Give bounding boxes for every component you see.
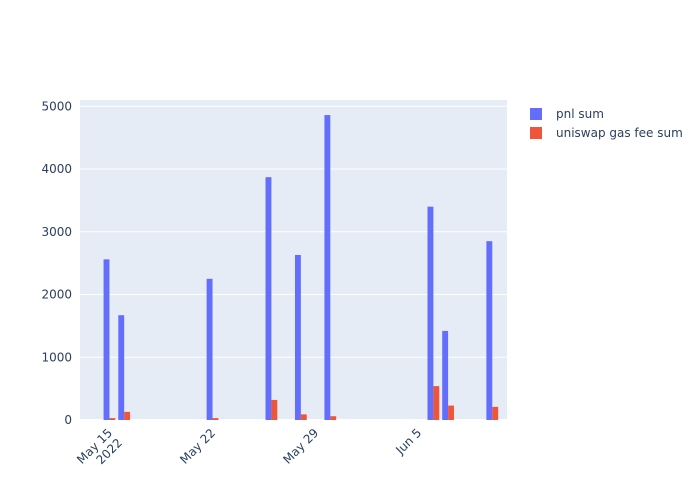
bar-pnl-sum[interactable] <box>324 115 331 420</box>
legend-item[interactable]: pnl sum <box>530 107 604 121</box>
legend-item[interactable]: uniswap gas fee sum <box>530 126 683 140</box>
bar-uniswap-gas-fee-sum[interactable] <box>124 411 131 420</box>
bar-pnl-sum[interactable] <box>206 278 213 420</box>
x-tick: Jun 5 <box>392 426 424 458</box>
bar-pnl-sum[interactable] <box>442 330 449 420</box>
x-tick: May 22 <box>177 426 218 467</box>
bar-pnl-sum[interactable] <box>265 177 272 420</box>
bar-uniswap-gas-fee-sum[interactable] <box>448 405 454 420</box>
y-tick-label: 2000 <box>41 288 72 302</box>
bar-pnl-sum[interactable] <box>486 241 493 420</box>
legend[interactable]: pnl sum uniswap gas fee sum <box>530 107 683 140</box>
y-tick-label: 4000 <box>41 162 72 176</box>
x-tick-label: May 22 <box>177 426 218 467</box>
bar-uniswap-gas-fee-sum[interactable] <box>300 414 307 420</box>
x-tick: May 29 <box>280 426 321 467</box>
bar-uniswap-gas-fee-sum[interactable] <box>212 418 219 420</box>
y-tick-label: 1000 <box>41 350 72 364</box>
bar-pnl-sum[interactable] <box>427 206 434 420</box>
plot-background <box>80 100 507 420</box>
legend-swatch <box>530 127 542 139</box>
bar-uniswap-gas-fee-sum[interactable] <box>433 386 440 420</box>
bars <box>103 115 499 420</box>
y-tick-label: 3000 <box>41 225 72 239</box>
x-tick-label: May 29 <box>280 426 321 467</box>
y-tick-label: 5000 <box>41 99 72 113</box>
bar-pnl-sum[interactable] <box>294 254 301 420</box>
bar-pnl-sum[interactable] <box>118 315 125 420</box>
x-tick-label: Jun 5 <box>392 426 424 458</box>
legend-label: uniswap gas fee sum <box>556 126 683 140</box>
y-tick-label: 0 <box>64 413 72 427</box>
bar-uniswap-gas-fee-sum[interactable] <box>109 418 116 420</box>
bar-uniswap-gas-fee-sum[interactable] <box>271 399 278 420</box>
y-axis-ticks: 0 1000 2000 3000 4000 5000 <box>41 99 72 427</box>
legend-label: pnl sum <box>556 107 604 121</box>
bar-pnl-sum[interactable] <box>103 259 110 420</box>
bar-uniswap-gas-fee-sum[interactable] <box>492 406 499 420</box>
legend-swatch <box>530 108 542 120</box>
bar-uniswap-gas-fee-sum[interactable] <box>330 416 337 420</box>
